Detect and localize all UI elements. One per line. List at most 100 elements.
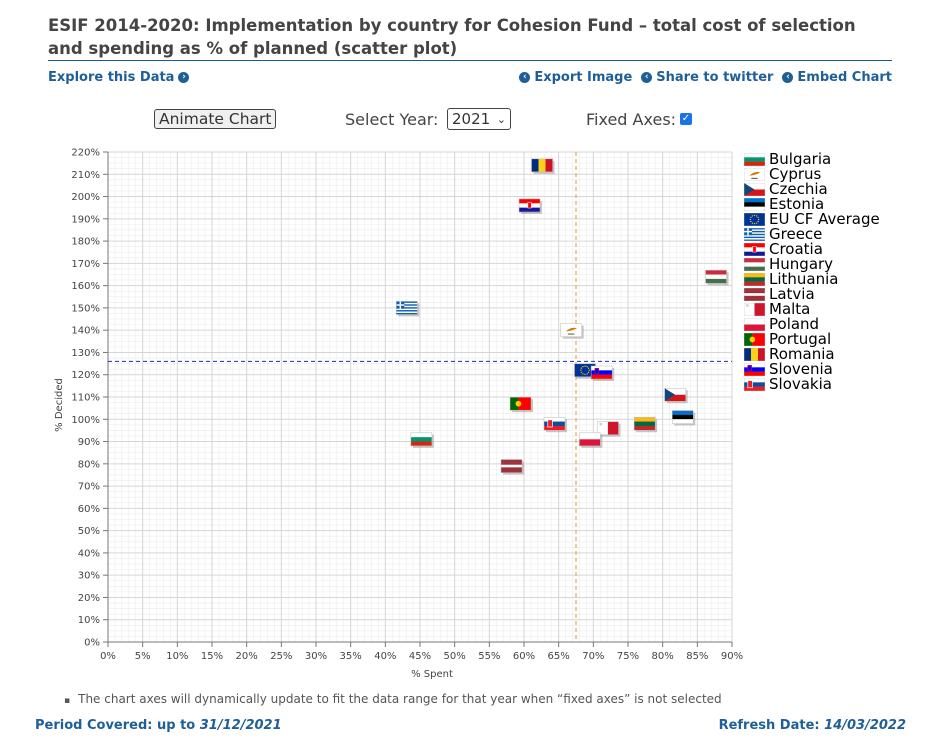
legend-item-pt[interactable]: Portugal: [744, 332, 880, 347]
legend-label: Estonia: [769, 195, 825, 213]
x-tick-label: 5%: [135, 651, 151, 662]
x-tick-label: 0%: [100, 651, 116, 662]
x-tick-label: 80%: [652, 651, 674, 662]
legend-item-cy[interactable]: Cyprus: [744, 167, 880, 182]
x-tick-label: 75%: [617, 651, 639, 662]
y-tick-label: 100%: [71, 415, 100, 426]
legend-label: Romania: [769, 345, 835, 363]
page-title: ESIF 2014-2020: Implementation by countr…: [48, 16, 856, 58]
x-tick-label: 15%: [201, 651, 223, 662]
legend-item-sk[interactable]: Slovakia: [744, 377, 880, 392]
x-axis-title: % Spent: [411, 669, 453, 680]
y-tick-label: 10%: [78, 615, 100, 626]
chart-actions: ‹ Export Image ‹ Share to twitter ‹ Embe…: [519, 70, 892, 85]
y-tick-label: 210%: [71, 170, 100, 181]
legend-item-lv[interactable]: Latvia: [744, 287, 880, 302]
y-tick-label: 130%: [71, 348, 100, 359]
legend-item-eu[interactable]: EU CF Average: [744, 212, 880, 227]
animate-chart-button[interactable]: Animate Chart: [154, 109, 277, 129]
point-si: [590, 365, 615, 381]
legend-item-gr[interactable]: Greece: [744, 227, 880, 242]
point-sk: [543, 416, 568, 433]
x-tick-label: 25%: [270, 651, 292, 662]
flag-mt-icon: [744, 303, 765, 316]
chevron-left-icon: ‹: [519, 72, 531, 83]
chevron-left-icon: ‹: [641, 72, 653, 83]
legend-label: Lithuania: [769, 270, 839, 288]
x-tick-label: 30%: [305, 651, 327, 662]
x-tick-label: 60%: [513, 651, 535, 662]
y-tick-label: 80%: [78, 459, 100, 470]
legend-label: Cyprus: [769, 165, 822, 183]
flag-sk-icon: [744, 378, 765, 391]
y-tick-label: 220%: [71, 148, 100, 159]
legend-item-si[interactable]: Slovenia: [744, 362, 880, 377]
flag-eu-icon: [744, 213, 765, 226]
point-ee: [672, 410, 696, 426]
flag-hr-icon: [744, 243, 765, 256]
point-cy: [560, 323, 584, 339]
y-tick-label: 0%: [84, 638, 100, 649]
chart-legend: Bulgaria Cyprus Czechia Estonia EU CF Averag…: [744, 152, 880, 392]
point-hu: [705, 269, 729, 286]
y-tick-label: 150%: [71, 303, 100, 314]
explore-data-link[interactable]: Explore this Data ›: [48, 70, 190, 85]
flag-hu-icon: [744, 258, 765, 271]
year-value: 2021: [452, 110, 491, 128]
explore-label: Explore this Data: [48, 70, 175, 85]
point-gr: [396, 301, 420, 317]
y-tick-label: 20%: [78, 593, 100, 604]
flag-lv-icon: [744, 288, 765, 301]
y-tick-label: 40%: [78, 548, 100, 559]
y-tick-label: 90%: [78, 437, 100, 448]
embed-chart-link[interactable]: ‹ Embed Chart: [782, 70, 892, 85]
legend-item-mt[interactable]: Malta: [744, 302, 880, 317]
y-tick-label: 190%: [71, 214, 100, 225]
share-twitter-link[interactable]: ‹ Share to twitter: [641, 70, 773, 85]
y-tick-label: 30%: [78, 571, 100, 582]
x-tick-label: 40%: [374, 651, 396, 662]
period-label: Period Covered: up to: [35, 718, 196, 733]
embed-label: Embed Chart: [797, 70, 892, 85]
legend-item-lt[interactable]: Lithuania: [744, 272, 880, 287]
flag-ro-icon: [744, 348, 765, 361]
fixed-axes-label: Fixed Axes:: [586, 110, 677, 129]
y-tick-label: 200%: [71, 192, 100, 203]
legend-label: Croatia: [769, 240, 823, 258]
legend-label: Slovakia: [769, 375, 832, 393]
flag-ee-icon: [744, 198, 765, 211]
fixed-axes-checkbox[interactable]: ✓: [680, 113, 692, 125]
flag-cy-icon: [744, 168, 765, 181]
legend-label: Portugal: [769, 330, 832, 348]
point-pl: [579, 432, 603, 448]
point-lv: [500, 459, 525, 475]
period-value: 31/12/2021: [199, 718, 282, 733]
point-bg: [410, 432, 434, 448]
legend-label: Bulgaria: [769, 150, 832, 168]
point-hr: [518, 198, 543, 214]
refresh-date: Refresh Date: 14/03/2022: [719, 718, 906, 733]
chevron-right-icon: ›: [178, 72, 190, 83]
y-tick-label: 180%: [71, 237, 100, 248]
axes-footnote: The chart axes will dynamically update t…: [64, 692, 722, 706]
y-tick-label: 70%: [78, 482, 100, 493]
legend-item-bg[interactable]: Bulgaria: [744, 152, 880, 167]
chevron-down-icon: ⌄: [496, 113, 506, 126]
flag-bg-icon: [744, 153, 765, 166]
legend-item-ee[interactable]: Estonia: [744, 197, 880, 212]
legend-item-pl[interactable]: Poland: [744, 317, 880, 332]
x-tick-label: 85%: [686, 651, 708, 662]
y-tick-label: 160%: [71, 281, 100, 292]
point-mt: [597, 421, 621, 437]
export-image-link[interactable]: ‹ Export Image: [519, 70, 632, 85]
legend-label: Czechia: [769, 180, 828, 198]
legend-item-hu[interactable]: Hungary: [744, 257, 880, 272]
legend-label: Latvia: [769, 285, 815, 303]
legend-item-hr[interactable]: Croatia: [744, 242, 880, 257]
year-label: Select Year:: [345, 110, 439, 129]
point-pt: [509, 396, 534, 413]
year-select[interactable]: 2021 ⌄: [447, 108, 511, 130]
legend-item-cz[interactable]: Czechia: [744, 182, 880, 197]
legend-item-ro[interactable]: Romania: [744, 347, 880, 362]
x-tick-label: 10%: [166, 651, 188, 662]
